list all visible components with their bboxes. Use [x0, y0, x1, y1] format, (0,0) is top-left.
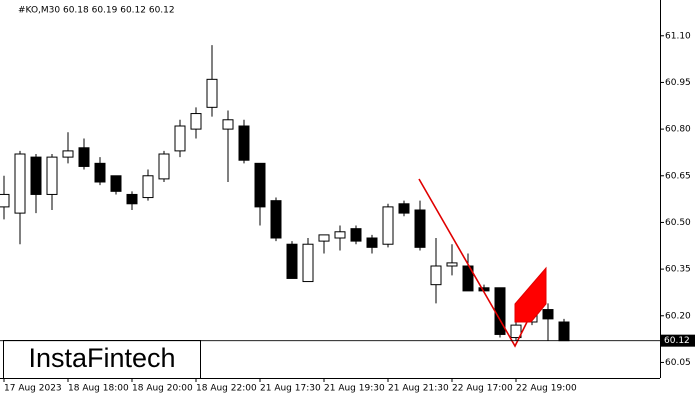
- price-tag: [661, 334, 695, 347]
- candle-body: [238, 125, 250, 161]
- x-tick-label: 21 Aug 21:30: [388, 384, 449, 394]
- candle-body: [558, 321, 570, 342]
- candle-body: [542, 309, 554, 320]
- logo-box: [3, 340, 201, 379]
- candle-body: [46, 156, 58, 195]
- x-tick-label: 17 Aug 2023: [4, 384, 62, 394]
- x-tick-label: 21 Aug 19:30: [324, 384, 385, 394]
- candle-body: [222, 119, 234, 130]
- candle-body: [254, 162, 266, 208]
- pattern-flag: [514, 266, 547, 323]
- candle-body: [0, 193, 10, 208]
- x-tick-label: 21 Aug 17:30: [260, 384, 321, 394]
- candle-body: [142, 175, 154, 199]
- logo: InstaFintech: [28, 343, 175, 373]
- candle-body: [510, 324, 522, 339]
- y-tick-label: 60.80: [665, 125, 691, 135]
- candle-body: [302, 243, 314, 283]
- chart-title: #KO,M30 60.18 60.19 60.12 60.12: [18, 6, 175, 16]
- y-tick-label: 60.50: [665, 218, 691, 228]
- candle-body: [78, 147, 90, 167]
- x-tick-label: 22 Aug 19:00: [516, 384, 577, 394]
- candle-body: [478, 287, 490, 292]
- candle-body: [14, 153, 26, 214]
- x-tick-label: 18 Aug 20:00: [132, 384, 193, 394]
- x-tick-label: 22 Aug 17:00: [452, 384, 513, 394]
- candle-body: [446, 262, 458, 267]
- candle-body: [62, 150, 74, 158]
- candle-body: [318, 234, 330, 242]
- candle-body: [430, 265, 442, 286]
- price-tag-label: 60.12: [664, 336, 690, 346]
- y-tick-label: 60.65: [665, 171, 691, 181]
- candles: [0, 45, 570, 342]
- y-tick-label: 60.95: [665, 78, 691, 88]
- candle-body: [206, 78, 218, 108]
- candle-body: [414, 209, 426, 248]
- candle-body: [462, 265, 474, 292]
- candle-body: [286, 243, 298, 279]
- candle-body: [270, 200, 282, 239]
- candle-body: [190, 113, 202, 130]
- x-tick-label: 18 Aug 22:00: [196, 384, 257, 394]
- y-tick-label: 60.05: [665, 358, 691, 368]
- y-tick-label: 60.35: [665, 265, 691, 275]
- candle-body: [382, 206, 394, 245]
- candle-body: [174, 125, 186, 152]
- candle-body: [94, 162, 106, 183]
- candle-body: [366, 237, 378, 248]
- candle-body: [110, 175, 122, 192]
- candle-body: [30, 156, 42, 195]
- y-tick-label: 60.20: [665, 311, 691, 321]
- candle-body: [350, 228, 362, 242]
- candle-body: [334, 231, 346, 239]
- pattern-line: [418, 178, 530, 348]
- candle-body: [158, 153, 170, 180]
- candle-body: [126, 193, 138, 205]
- candle-body: [398, 203, 410, 214]
- x-tick-label: 18 Aug 18:00: [68, 384, 129, 394]
- y-tick-label: 61.10: [665, 31, 691, 41]
